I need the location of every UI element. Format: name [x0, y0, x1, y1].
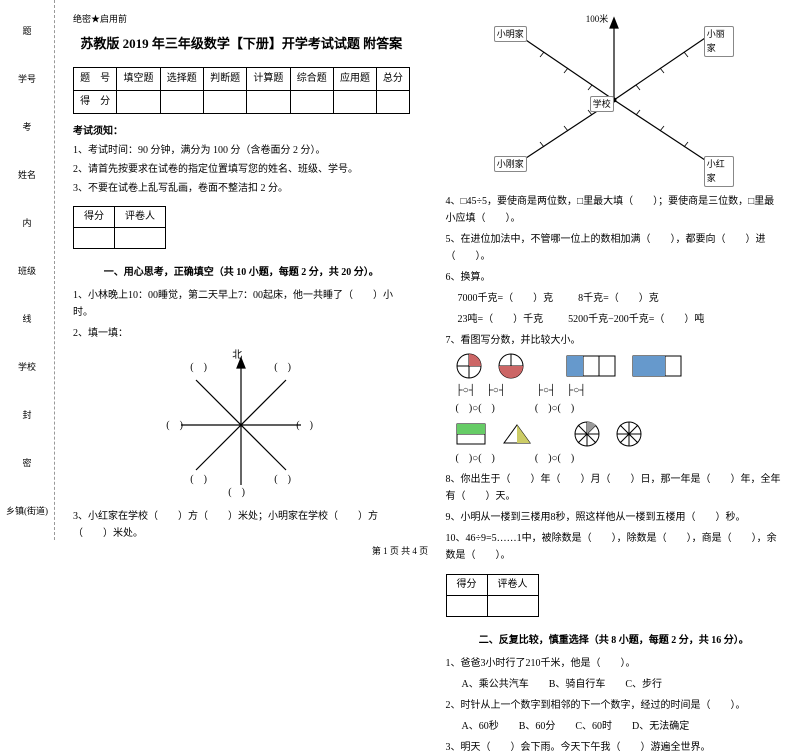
fraction-compare: ├○┤ ├○┤ ├○┤ ├○┤ — [456, 383, 783, 399]
question-7: 7、看图写分数，并比较大小。 — [446, 332, 783, 349]
score-summary-table: 题 号 填空题 选择题 判断题 计算题 综合题 应用题 总分 得 分 — [73, 67, 410, 114]
q6d-text: 5200千克−200千克=（ ）吨 — [568, 314, 704, 325]
question-6c: 23吨=（ ）千克 5200千克−200千克=（ ）吨 — [446, 311, 783, 328]
secrecy-tag: 绝密★启用前 — [73, 12, 410, 26]
q6b-text: 8千克=（ ）克 — [578, 293, 659, 304]
notice-item: 3、不要在试卷上乱写乱画，卷面不整洁扣 2 分。 — [73, 181, 410, 197]
question-3: 3、小红家在学校（ ）方（ ）米处；小明家在学校（ ）方（ ）米处。 — [73, 508, 410, 542]
map-scale: 100米 — [584, 12, 611, 26]
p2-q1: 1、爸爸3小时行了210千米，他是（ ）。 — [446, 655, 783, 672]
question-9: 9、小明从一楼到三楼用8秒，照这样他从一楼到五楼用（ ）秒。 — [446, 509, 783, 526]
score-header: 填空题 — [117, 68, 160, 91]
part2-title: 二、反复比较，慎重选择（共 8 小题，每题 2 分，共 16 分）。 — [446, 633, 783, 649]
part1-title: 一、用心思考，正确填空（共 10 小题，每题 2 分，共 20 分）。 — [73, 265, 410, 281]
rect-frac-icon — [566, 355, 616, 377]
compass-blank: ( ) — [166, 418, 183, 434]
notice-head: 考试须知： — [73, 124, 410, 140]
binding-field: 学号 — [18, 72, 36, 85]
question-1: 1、小林晚上10：00睡觉，第二天早上7：00起床，他一共睡了（ ）小时。 — [73, 287, 410, 321]
map-ne: 小丽家 — [704, 26, 734, 57]
compass-diagram: 北 ( ) ( ) ( ) ( ) ( ) ( ) ( ) — [166, 350, 316, 500]
compass-blank: ( ) — [274, 472, 291, 488]
map-sw: 小刚家 — [494, 156, 527, 172]
score-header: 题 号 — [74, 68, 117, 91]
binding-field: 学校 — [18, 360, 36, 373]
fraction-diagrams: ├○┤ ├○┤ ├○┤ ├○┤ ( )○( ) ( )○( ) ( )○( ) … — [446, 353, 783, 467]
score-cell — [203, 91, 246, 114]
score-cell — [160, 91, 203, 114]
notice-item: 2、请首先按要求在试卷的指定位置填写您的姓名、班级、学号。 — [73, 162, 410, 178]
compass-blank: ( ) — [274, 360, 291, 376]
tri-frac-icon — [456, 423, 486, 445]
compass-blank: ( ) — [190, 360, 207, 376]
binding-mark: 内 — [22, 216, 31, 229]
grader-label: 得分 — [446, 575, 487, 596]
binding-mark: 线 — [22, 312, 31, 325]
question-5: 5、在进位加法中，不管哪一位上的数相加满（ ），都要向（ ）进（ ）。 — [446, 231, 783, 265]
p2-q2: 2、时针从上一个数字到相邻的下一个数字，经过的时间是（ ）。 — [446, 697, 783, 714]
rect-frac-icon — [632, 355, 682, 377]
compass-blank: ( ) — [296, 418, 313, 434]
score-header: 判断题 — [203, 68, 246, 91]
question-8: 8、你出生于（ ）年（ ）月（ ）日，那一年是（ ）年，全年有（ ）天。 — [446, 471, 783, 505]
p2-q2-opts: A、60秒 B、60分 C、60时 D、无法确定 — [446, 718, 783, 735]
tri-frac-icon — [502, 423, 532, 445]
question-2: 2、填一填： — [73, 325, 410, 342]
q6c-text: 23吨=（ ）千克 — [458, 314, 544, 325]
score-header: 应用题 — [333, 68, 376, 91]
score-cell — [247, 91, 290, 114]
binding-field: 班级 — [18, 264, 36, 277]
binding-mark: 考 — [22, 120, 31, 133]
binding-mark: 封 — [22, 408, 31, 421]
grader-label: 评卷人 — [115, 207, 166, 228]
map-nw: 小明家 — [494, 26, 527, 42]
binding-labels: 题 学号 考 姓名 内 班级 线 学校 封 密 乡镇(街道) — [6, 24, 48, 517]
score-header: 总分 — [377, 68, 409, 91]
fraction-blank: ( )○( ) ( )○( ) — [456, 401, 783, 417]
binding-margin: 题 学号 考 姓名 内 班级 线 学校 封 密 乡镇(街道) — [0, 0, 55, 540]
score-header: 选择题 — [160, 68, 203, 91]
notice-item: 1、考试时间：90 分钟，满分为 100 分（含卷面分 2 分）。 — [73, 143, 410, 159]
score-cell: 得 分 — [74, 91, 117, 114]
circle-frac-icon — [498, 353, 524, 379]
question-6a: 7000千克=（ ）克 8千克=（ ）克 — [446, 290, 783, 307]
direction-map: 100米 小丽家 小红家 小刚家 小明家 学校 — [494, 12, 734, 187]
grader-box: 得分 评卷人 — [73, 206, 166, 249]
question-6: 6、换算。 — [446, 269, 783, 286]
grader-label: 评卷人 — [487, 575, 538, 596]
map-se: 小红家 — [704, 156, 734, 187]
p2-q3: 3、明天（ ）会下雨。今天下午我（ ）游遍全世界。 — [446, 739, 783, 756]
binding-field: 乡镇(街道) — [6, 504, 48, 517]
grader-box: 得分 评卷人 — [446, 574, 539, 617]
circle-frac-icon — [574, 421, 600, 447]
left-column: 绝密★启用前 苏教版 2019 年三年级数学【下册】开学考试试题 附答案 题 号… — [55, 0, 428, 540]
circle-frac-icon — [616, 421, 642, 447]
fraction-blank: ( )○( ) ( )○( ) — [456, 451, 783, 467]
right-column: 100米 小丽家 小红家 小刚家 小明家 学校 4、□45÷5，要使商是两位数，… — [428, 0, 800, 540]
binding-field: 姓名 — [18, 168, 36, 181]
content-area: 绝密★启用前 苏教版 2019 年三年级数学【下册】开学考试试题 附答案 题 号… — [55, 0, 800, 540]
score-header: 计算题 — [247, 68, 290, 91]
exam-notice: 考试须知： 1、考试时间：90 分钟，满分为 100 分（含卷面分 2 分）。 … — [73, 124, 410, 197]
grader-label: 得分 — [74, 207, 115, 228]
compass-north: 北 — [232, 348, 242, 364]
binding-mark: 密 — [22, 456, 31, 469]
score-cell — [117, 91, 160, 114]
score-cell — [290, 91, 333, 114]
score-header: 综合题 — [290, 68, 333, 91]
exam-title: 苏教版 2019 年三年级数学【下册】开学考试试题 附答案 — [73, 34, 410, 55]
score-cell — [377, 91, 409, 114]
compass-blank: ( ) — [228, 485, 245, 501]
question-10: 10、46÷9=5……1中，被除数是（ ），除数是（ ），商是（ ），余数是（ … — [446, 530, 783, 564]
question-4: 4、□45÷5，要使商是两位数，□里最大填（ ）；要使商是三位数，□里最小应填（… — [446, 193, 783, 227]
binding-mark: 题 — [22, 24, 31, 37]
compass-blank: ( ) — [190, 472, 207, 488]
p2-q1-opts: A、乘公共汽车 B、骑自行车 C、步行 — [446, 676, 783, 693]
q6a-text: 7000千克=（ ）克 — [458, 293, 554, 304]
score-cell — [333, 91, 376, 114]
circle-frac-icon — [456, 353, 482, 379]
map-center: 学校 — [590, 96, 614, 112]
